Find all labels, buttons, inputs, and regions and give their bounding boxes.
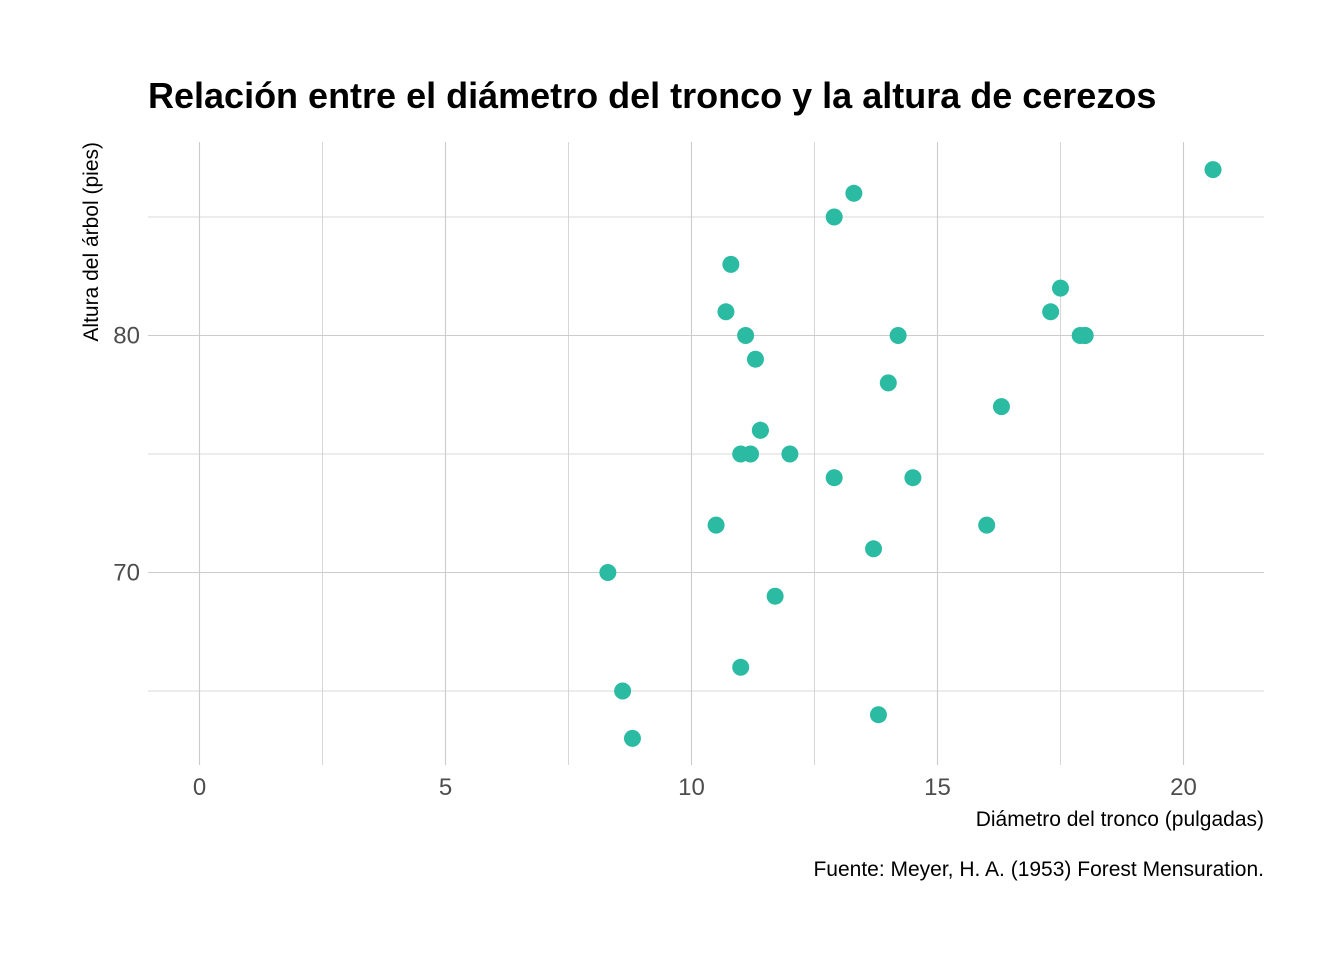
data-point — [992, 398, 1010, 416]
x-tick-labels: 0 5 10 15 20 — [193, 774, 1197, 801]
data-point — [599, 564, 617, 581]
data-point — [623, 729, 641, 747]
data-point — [825, 208, 843, 226]
y-axis-label: Altura del árbol (pies) — [80, 142, 103, 342]
data-point — [869, 706, 887, 724]
x-tick-label: 0 — [193, 774, 206, 801]
y-tick-labels: 70 80 — [113, 323, 140, 587]
data-point — [904, 469, 922, 487]
data-point — [717, 303, 735, 321]
data-point — [737, 327, 755, 344]
data-point — [889, 327, 907, 344]
data-point — [845, 184, 863, 202]
data-point — [722, 255, 740, 273]
data-point — [781, 445, 799, 463]
data-point — [732, 658, 750, 676]
data-points — [599, 161, 1222, 747]
data-point — [1204, 161, 1222, 179]
chart-title: Relación entre el diámetro del tronco y … — [148, 75, 1156, 116]
data-point — [1076, 327, 1094, 344]
grid — [148, 142, 1264, 765]
x-tick-label: 20 — [1170, 774, 1197, 801]
data-point — [978, 516, 996, 534]
data-point — [751, 421, 769, 439]
chart-caption: Fuente: Meyer, H. A. (1953) Forest Mensu… — [813, 858, 1264, 881]
x-tick-label: 15 — [924, 774, 951, 801]
x-tick-label: 5 — [439, 774, 452, 801]
data-point — [865, 540, 883, 558]
y-tick-label: 80 — [113, 323, 140, 350]
data-point — [746, 350, 764, 368]
data-point — [825, 469, 843, 487]
data-point — [742, 445, 760, 463]
data-point — [879, 374, 897, 392]
data-point — [1042, 303, 1060, 321]
y-tick-label: 70 — [113, 560, 140, 587]
data-point — [1052, 279, 1069, 297]
x-axis-label: Diámetro del tronco (pulgadas) — [976, 808, 1264, 831]
x-tick-label: 10 — [678, 774, 705, 801]
data-point — [766, 587, 784, 605]
data-point — [707, 516, 725, 534]
data-point — [614, 682, 632, 700]
